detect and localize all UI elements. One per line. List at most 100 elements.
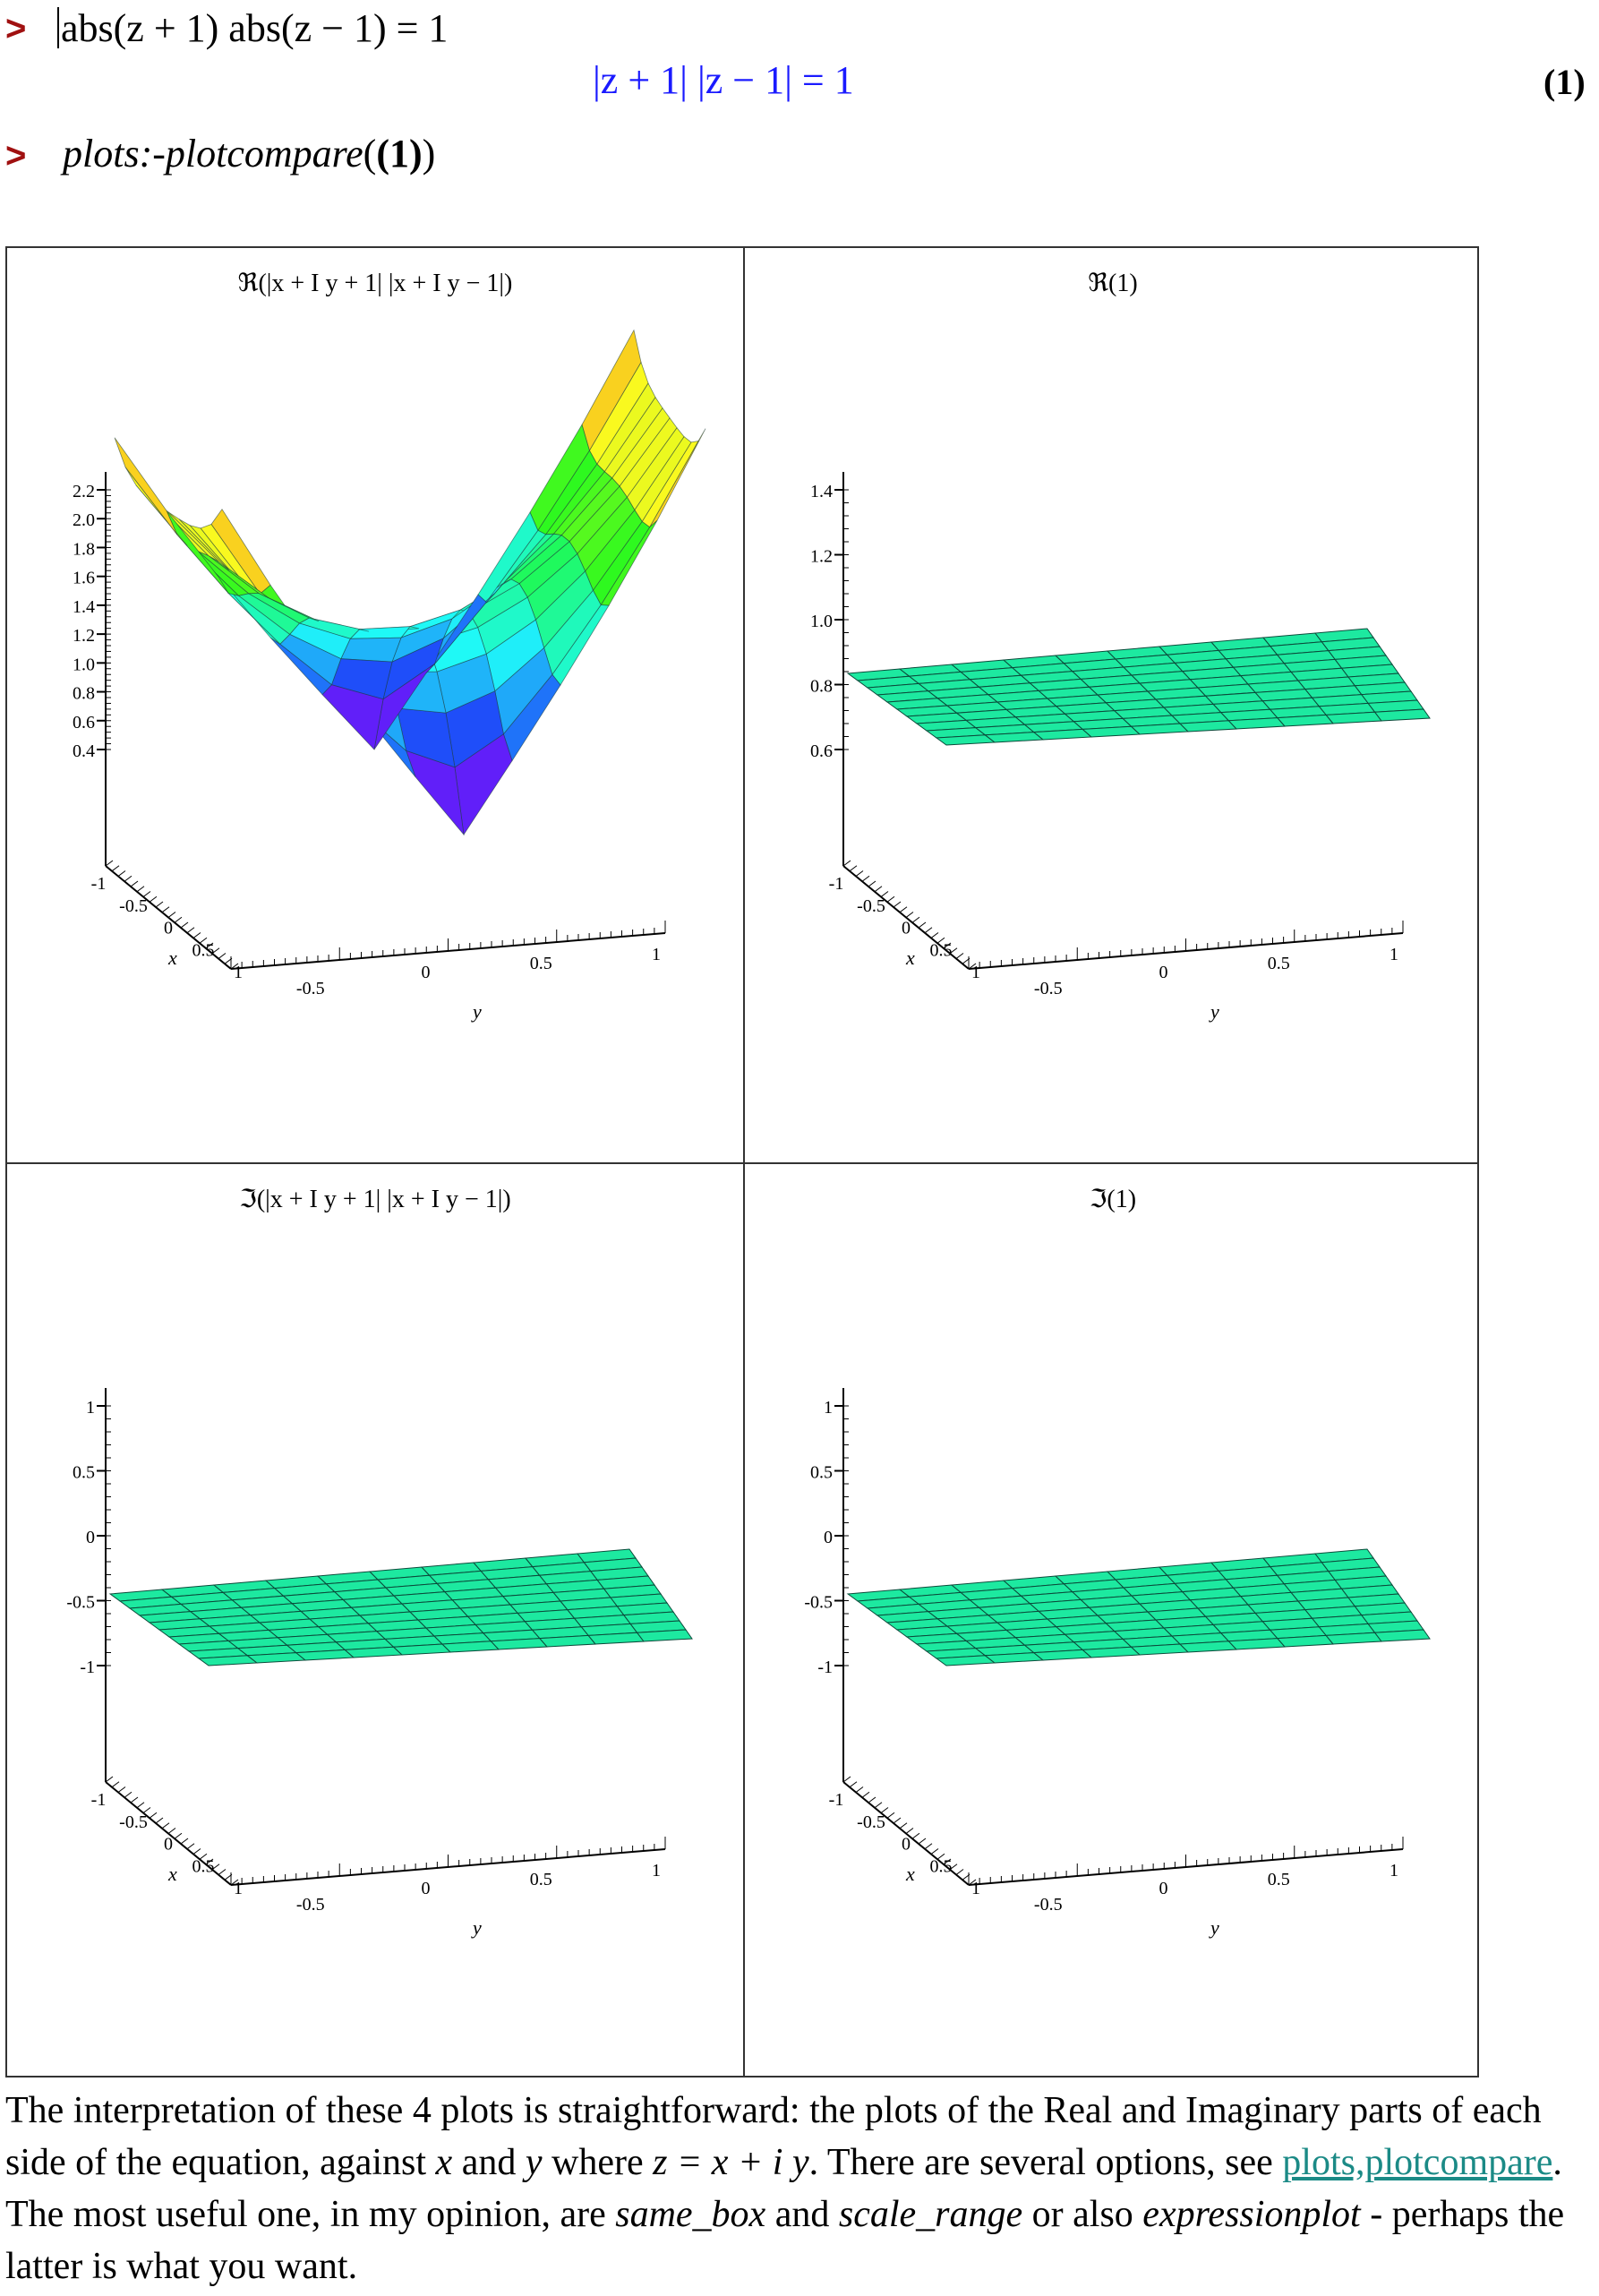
para-var-x: x — [435, 2142, 453, 2183]
plot-3-svg[interactable]: ℑ(1) 1 0.5 0 -0.5 -1 -1 -0.5 0 0.5 1 x -0.5 0 0.5 1 y — [745, 1164, 1481, 2078]
x-axis-label: x — [905, 947, 915, 969]
x-tick-label: 0.5 — [192, 1856, 215, 1876]
y-tick-label: 0.5 — [1268, 954, 1290, 973]
plot-title: ℜ(|x + I y + 1| |x + I y − 1|) — [238, 270, 513, 297]
y-tick-label: 0.5 — [1268, 1870, 1290, 1889]
x-tick-label: 1 — [234, 1879, 243, 1898]
z-tick-label: 1.2 — [73, 626, 95, 646]
x-tick-label: 0 — [902, 1835, 911, 1855]
z-tick-label: 1 — [824, 1398, 833, 1418]
para-text-where: where — [542, 2142, 654, 2183]
x-tick-label: 1 — [234, 963, 243, 982]
para-text-and-2: and — [765, 2194, 839, 2235]
plot-cell-imag-rhs[interactable]: ℑ(1) 1 0.5 0 -0.5 -1 -1 -0.5 0 0.5 1 x -0.5 0 0.5 1 y — [745, 1164, 1481, 2078]
grid-divider-horizontal — [7, 1162, 1477, 1164]
surface-mesh — [114, 329, 706, 836]
plot-cell-real-rhs[interactable]: ℜ(1) 1.4 1.2 1.0 0.8 0.6 -1 -0.5 0 0.5 1 x -0.5 0 0.5 1… — [745, 248, 1481, 1162]
y-tick-label: 0 — [422, 1879, 431, 1898]
para-text-2: . There are several options, see — [808, 2142, 1283, 2183]
y-axis-label: y — [1209, 1916, 1219, 1939]
y-tick-label: -0.5 — [296, 979, 325, 998]
y-tick-label: -0.5 — [1034, 1895, 1063, 1915]
y-axis-label: y — [471, 1000, 482, 1023]
z-tick-label: 0.6 — [810, 741, 833, 761]
para-option-scale-range: scale_range — [838, 2194, 1023, 2235]
z-tick-label: 0.5 — [810, 1463, 833, 1483]
z-tick-label: 2.2 — [73, 482, 95, 501]
x-tick-label: -1 — [829, 874, 844, 894]
surface-mesh — [108, 1548, 693, 1666]
y-tick-label: 0 — [1159, 1879, 1168, 1898]
x-tick-label: -1 — [91, 1790, 107, 1810]
z-tick-label: -0.5 — [804, 1593, 833, 1613]
surface-mesh — [846, 628, 1431, 746]
z-tick-label: 1.2 — [810, 547, 833, 567]
x-tick-label: 0.5 — [930, 1856, 953, 1876]
plot-title: ℑ(1) — [1090, 1186, 1136, 1213]
x-tick-label: -0.5 — [119, 896, 148, 916]
z-tick-label: 1.6 — [73, 569, 95, 588]
z-tick-label: 1.8 — [73, 539, 95, 559]
text-cursor — [57, 7, 59, 48]
z-tick-label: 0.8 — [810, 677, 833, 697]
x-tick-label: -1 — [91, 874, 107, 894]
y-tick-label: 0.5 — [530, 954, 552, 973]
y-tick-label: 1 — [652, 1861, 661, 1880]
y-axis-label: y — [1209, 1000, 1219, 1023]
x-tick-label: -0.5 — [857, 896, 885, 916]
surface-mesh — [846, 1548, 1431, 1666]
y-tick-label: 1 — [1390, 945, 1398, 964]
z-tick-label: 0 — [86, 1528, 95, 1547]
input-1-text[interactable]: abs(z + 1) abs(z − 1) = 1 — [61, 6, 449, 50]
prompt-1: > — [5, 9, 27, 48]
para-text-3: . The most useful one, in my opinion, ar… — [5, 2142, 1562, 2235]
y-tick-label: 0.5 — [530, 1870, 552, 1889]
y-tick-label: 1 — [652, 945, 661, 964]
z-tick-label: 1.0 — [810, 612, 833, 631]
z-tick-label: 1 — [86, 1398, 95, 1418]
plot-compare-grid[interactable]: ℜ(|x + I y + 1| |x + I y − 1|) 2.2 2.0 1.8 1… — [5, 246, 1479, 2078]
x-tick-label: 0 — [902, 919, 911, 938]
z-tick-label: 0 — [824, 1528, 833, 1547]
x-tick-label: 1 — [971, 1879, 980, 1898]
explanation-paragraph: The interpretation of these 4 plots is s… — [5, 2085, 1581, 2292]
plot-cell-real-lhs[interactable]: ℜ(|x + I y + 1| |x + I y − 1|) 2.2 2.0 1.8 1… — [7, 248, 743, 1162]
x-tick-label: -1 — [829, 1790, 844, 1810]
input-line-1[interactable]: abs(z + 1) abs(z − 1) = 1 — [57, 5, 448, 51]
plot-1-svg[interactable]: ℜ(1) 1.4 1.2 1.0 0.8 0.6 -1 -0.5 0 0.5 1 x -0.5 0 0.5 1… — [745, 248, 1481, 1162]
x-tick-label: 0.5 — [930, 940, 953, 960]
y-tick-label: 0 — [1159, 963, 1168, 982]
help-link-plotcompare[interactable]: plots,plotcompare — [1282, 2142, 1553, 2183]
para-text-and: and — [452, 2142, 526, 2183]
z-tick-label: 2.0 — [73, 510, 95, 530]
z-tick-label: 1.0 — [73, 655, 95, 674]
para-text-1: The interpretation of these 4 plots is s… — [5, 2090, 1542, 2183]
input-2-command[interactable]: plots:-plotcompare — [63, 132, 363, 176]
equation-label: (1) — [1543, 62, 1586, 102]
para-text-4: or also — [1022, 2194, 1143, 2235]
input-line-2[interactable]: plots:-plotcompare((1)) — [63, 131, 435, 176]
para-var-y: y — [525, 2142, 543, 2183]
input-2-paren-open: ( — [363, 132, 377, 176]
x-tick-label: 1 — [971, 963, 980, 982]
z-tick-label: 0.8 — [73, 684, 95, 704]
x-tick-label: 0 — [164, 919, 173, 938]
input-2-ref[interactable]: (1) — [376, 132, 423, 176]
x-axis-label: x — [167, 1863, 177, 1885]
output-1: |z + 1| |z − 1| = 1 — [593, 58, 854, 102]
para-option-same-box: same_box — [615, 2194, 766, 2235]
grid-divider-vertical — [743, 248, 745, 2076]
y-tick-label: 1 — [1390, 1861, 1398, 1880]
input-2-paren-close: ) — [422, 132, 436, 176]
y-axis-label: y — [471, 1916, 482, 1939]
plot-title: ℑ(|x + I y + 1| |x + I y − 1|) — [239, 1186, 510, 1213]
z-tick-label: 0.5 — [73, 1463, 95, 1483]
plot-cell-imag-lhs[interactable]: ℑ(|x + I y + 1| |x + I y − 1|) 1 0.5 0 -0.5-… — [7, 1164, 743, 2078]
z-tick-label: 0.6 — [73, 713, 95, 732]
plot-0-svg[interactable]: ℜ(|x + I y + 1| |x + I y − 1|) 2.2 2.0 1.8 1… — [7, 248, 743, 1162]
prompt-2: > — [5, 136, 27, 176]
para-text-5: - perhaps the latter is what you want. — [5, 2194, 1565, 2287]
x-axis-label: x — [905, 1863, 915, 1885]
x-tick-label: -0.5 — [857, 1812, 885, 1832]
plot-2-svg[interactable]: ℑ(|x + I y + 1| |x + I y − 1|)10.50-0.5-… — [7, 1164, 743, 2078]
